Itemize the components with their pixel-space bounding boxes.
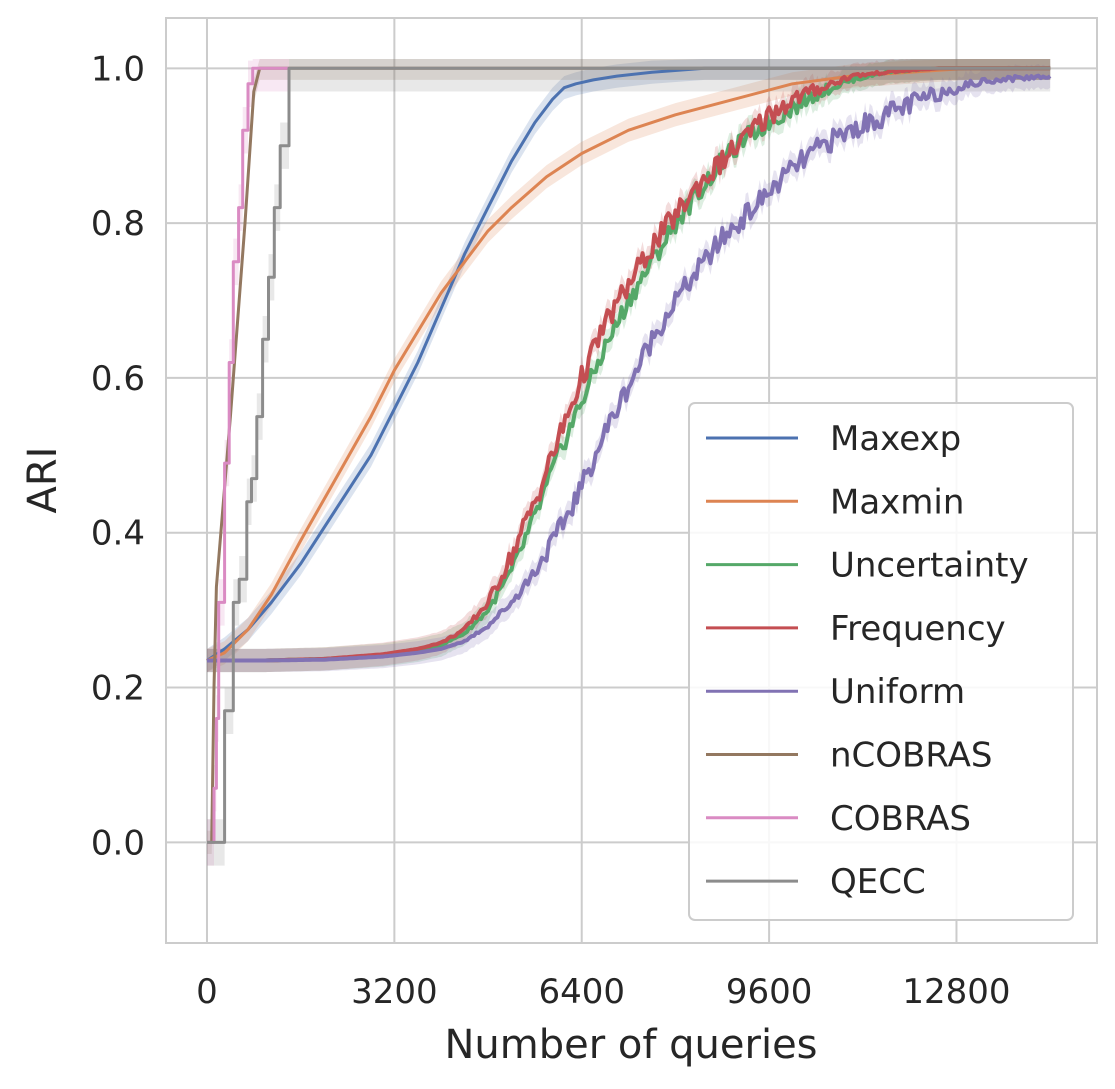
- series-line-uniform: [207, 73, 1052, 663]
- x-tick-labels: 0 3200 6400 9600 12800: [196, 972, 1010, 1012]
- legend-label: Uniform: [830, 672, 965, 712]
- x-tick-label: 9600: [726, 972, 813, 1012]
- series-line-maxexp: [206, 66, 1051, 662]
- series-line-maxmin: [206, 66, 1051, 662]
- legend-label: Frequency: [830, 609, 1006, 649]
- legend-box: [688, 402, 1074, 921]
- plot-frame: [165, 17, 1098, 944]
- legend-label: Uncertainty: [830, 546, 1029, 586]
- y-tick-label: 0.4: [91, 514, 145, 554]
- x-tick-label: 12800: [902, 972, 1010, 1012]
- x-axis-label: Number of queries: [444, 1022, 817, 1068]
- legend-label: nCOBRAS: [830, 736, 992, 776]
- y-tick-label: 0.0: [91, 823, 145, 863]
- legend-label: Maxexp: [830, 419, 961, 459]
- y-tick-label: 0.6: [91, 359, 145, 399]
- series-lines: [206, 66, 1052, 844]
- x-tick-label: 6400: [538, 972, 625, 1012]
- y-tick-labels: 0.0 0.2 0.4 0.6 0.8 1.0: [91, 49, 145, 863]
- legend-label: QECC: [830, 862, 926, 902]
- x-tick-label: 3200: [351, 972, 438, 1012]
- series-line-cobras: [207, 66, 289, 844]
- y-tick-label: 1.0: [91, 49, 145, 89]
- legend: Maxexp Maxmin Uncertainty Frequency Uniform n…: [688, 402, 1074, 921]
- legend-label: Maxmin: [830, 482, 964, 522]
- legend-label: COBRAS: [830, 799, 971, 839]
- series-line-qecc: [207, 66, 1051, 844]
- y-tick-label: 0.2: [91, 669, 145, 709]
- y-axis-label: ARI: [20, 447, 66, 514]
- x-tick-label: 0: [196, 972, 218, 1012]
- y-tick-label: 0.8: [91, 204, 145, 244]
